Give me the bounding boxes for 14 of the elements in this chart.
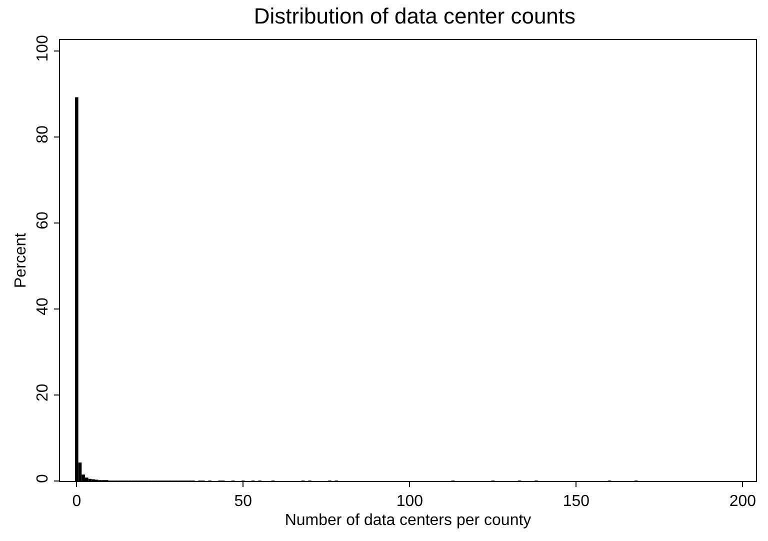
x-tick-label: 0 xyxy=(72,493,82,510)
y-tick-label: 100 xyxy=(34,34,52,62)
chart-title: Distribution of data center counts xyxy=(254,4,576,29)
x-tick-label: 200 xyxy=(729,493,756,510)
y-tick-label: 20 xyxy=(34,384,52,402)
y-axis-title: Percent xyxy=(12,232,30,288)
x-axis-title: Number of data centers per county xyxy=(284,512,532,529)
x-tick-label: 100 xyxy=(396,493,424,510)
y-tick-label: 40 xyxy=(34,298,52,316)
y-tick-label: 0 xyxy=(34,474,52,484)
y-tick-label: 60 xyxy=(34,211,52,230)
x-tick-label: 150 xyxy=(562,493,590,510)
y-tick-label: 80 xyxy=(34,125,52,144)
x-tick-label: 50 xyxy=(234,493,252,510)
